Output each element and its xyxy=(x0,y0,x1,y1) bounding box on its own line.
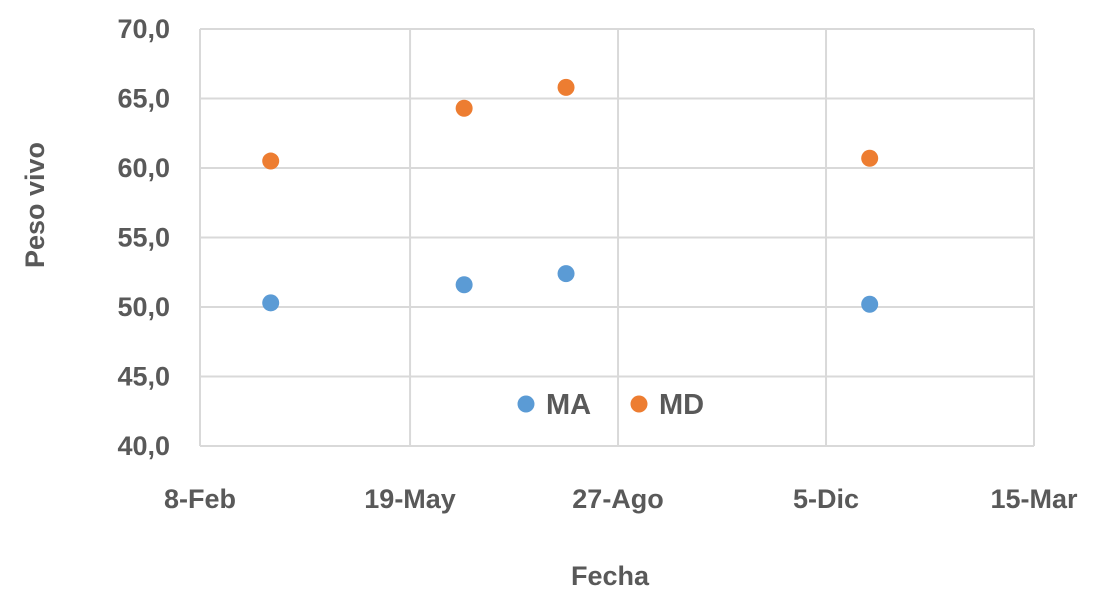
data-point-ma xyxy=(455,276,473,294)
y-axis-ticks: 40,0 45,0 50,0 55,0 60,0 65,0 70,0 xyxy=(117,14,170,461)
x-tick-label: 8-Feb xyxy=(164,484,236,514)
data-point-ma xyxy=(557,265,575,283)
legend-label-ma: MA xyxy=(546,389,591,421)
legend-marker-ma xyxy=(517,395,535,413)
y-axis-title: Peso vivo xyxy=(20,142,50,268)
y-tick-label: 40,0 xyxy=(117,431,170,461)
y-tick-label: 60,0 xyxy=(117,153,170,183)
data-points xyxy=(262,78,879,313)
legend: MA MD xyxy=(517,389,704,421)
data-point-md xyxy=(455,99,473,117)
data-point-md xyxy=(262,152,280,170)
legend-marker-md xyxy=(630,395,648,413)
data-point-md xyxy=(557,78,575,96)
y-tick-label: 65,0 xyxy=(117,84,170,114)
x-axis-ticks: 8-Feb 19-May 27-Ago 5-Dic 15-Mar xyxy=(164,484,1078,514)
y-tick-label: 55,0 xyxy=(117,223,170,253)
y-tick-label: 50,0 xyxy=(117,292,170,322)
y-tick-label: 45,0 xyxy=(117,362,170,392)
x-tick-label: 5-Dic xyxy=(793,484,859,514)
data-point-ma xyxy=(861,295,879,313)
x-tick-label: 15-Mar xyxy=(990,484,1078,514)
data-point-md xyxy=(861,149,879,167)
data-point-ma xyxy=(262,294,280,312)
x-tick-label: 19-May xyxy=(364,484,456,514)
gridlines xyxy=(199,28,1035,447)
y-tick-label: 70,0 xyxy=(117,14,170,44)
x-axis-title: Fecha xyxy=(571,561,650,591)
legend-label-md: MD xyxy=(659,389,704,421)
x-tick-label: 27-Ago xyxy=(572,484,664,514)
